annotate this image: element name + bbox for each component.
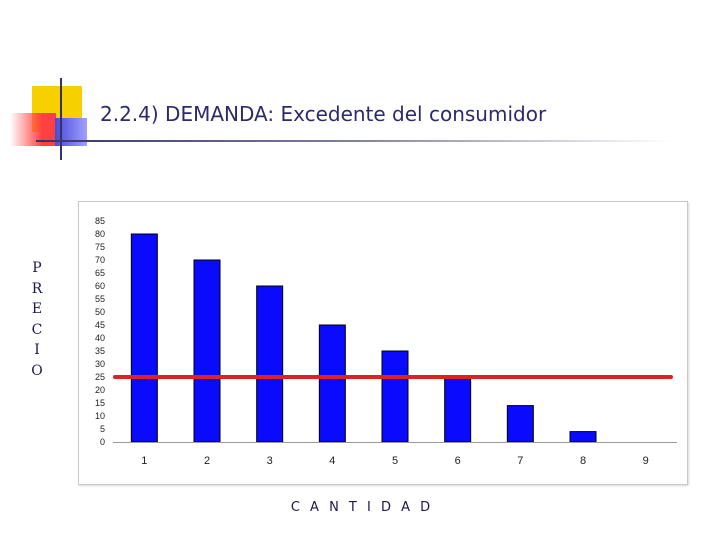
y-tick-label: 30 [95, 359, 105, 369]
x-tick-label: 8 [580, 455, 586, 467]
y-tick-label: 80 [95, 229, 105, 239]
y-tick-label: 50 [95, 307, 105, 317]
y-axis-title: PRECIO [31, 260, 43, 379]
y-tick-label: 25 [95, 372, 105, 382]
bar [569, 431, 597, 443]
bar [193, 259, 221, 443]
x-axis-title: C A N T I D A D [290, 500, 434, 515]
x-tick-label: 5 [392, 455, 398, 467]
y-tick-label: 40 [95, 333, 105, 343]
bar [318, 324, 346, 443]
chart-frame: 0 5 10 15 20 25 30 35 40 45 50 55 60 65 70 75 80 85 1 2 3 4 5 6… [78, 201, 688, 485]
slide-title: 2.2.4) DEMANDA: Excedente del consumidor [100, 102, 547, 126]
y-tick-label: 70 [95, 255, 105, 265]
bar [506, 405, 534, 443]
x-tick-label: 9 [643, 455, 649, 467]
y-tick-label: 75 [95, 242, 105, 252]
bar [381, 350, 409, 443]
y-tick-label: 15 [95, 398, 105, 408]
y-tick-label: 35 [95, 346, 105, 356]
x-tick-label: 3 [267, 455, 273, 467]
y-tick-label: 20 [95, 385, 105, 395]
x-tick-label: 2 [204, 455, 210, 467]
y-tick-label: 60 [95, 281, 105, 291]
y-tick-label: 45 [95, 320, 105, 330]
y-tick-label: 5 [100, 424, 105, 434]
y-tick-label: 10 [95, 411, 105, 421]
x-tick-label: 7 [517, 455, 523, 467]
x-tick-label: 1 [141, 455, 147, 467]
x-tick-label: 6 [455, 455, 461, 467]
x-tick-label: 4 [329, 455, 335, 467]
y-tick-label: 55 [95, 294, 105, 304]
bar [444, 376, 472, 443]
y-tick-label: 85 [95, 216, 105, 226]
y-tick-label: 65 [95, 268, 105, 278]
bar [256, 285, 284, 443]
decorative-vertical-line [60, 78, 62, 160]
y-tick-label: 0 [100, 437, 105, 447]
bar [130, 233, 158, 443]
title-underline [36, 140, 672, 142]
